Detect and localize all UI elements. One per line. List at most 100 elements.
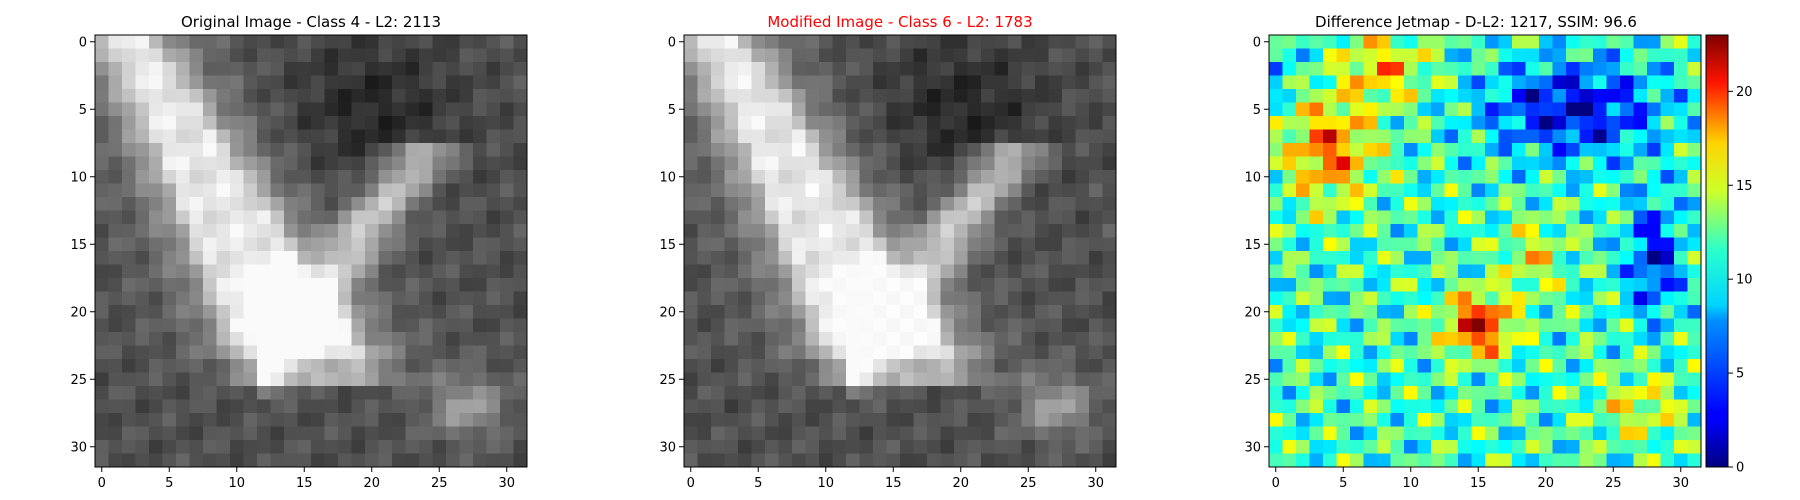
heatmap-cell [1390, 291, 1405, 306]
heatmap-cell [405, 426, 420, 441]
heatmap-cell [351, 426, 366, 441]
y-tick-label: 25 [659, 373, 676, 388]
heatmap-cell [203, 102, 217, 117]
heatmap-cell [311, 75, 325, 90]
heatmap-cell [338, 251, 352, 265]
heatmap-cell [819, 318, 833, 333]
heatmap-cell [738, 399, 752, 414]
heatmap-cell [1008, 156, 1022, 171]
heatmap-cell [967, 372, 982, 387]
heatmap-cell [1404, 48, 1418, 63]
heatmap-cell [216, 318, 231, 333]
heatmap-cell [1579, 143, 1594, 157]
heatmap-cell [1404, 318, 1418, 333]
heatmap-cell [981, 143, 995, 157]
heatmap-cell [697, 75, 712, 90]
heatmap-cell [1089, 359, 1103, 373]
heatmap-cell [751, 237, 766, 252]
heatmap-cell [738, 291, 752, 306]
heatmap-cell [513, 372, 528, 387]
heatmap-cell [1566, 89, 1580, 103]
heatmap-cell [981, 318, 995, 333]
heatmap-cell [724, 426, 739, 441]
x-tick-label: 5 [165, 476, 173, 491]
heatmap-cell [873, 170, 887, 184]
heatmap-cell [1390, 305, 1405, 319]
heatmap-cell [1021, 440, 1036, 454]
heatmap-cell [162, 413, 177, 427]
heatmap-cell [967, 129, 982, 144]
heatmap-cell [473, 75, 487, 90]
heatmap-cell [1296, 102, 1310, 117]
heatmap-cell [1579, 291, 1594, 306]
heatmap-cell [832, 345, 847, 360]
heatmap-cell [1062, 345, 1076, 360]
heatmap-cell [1336, 170, 1351, 184]
heatmap-cell [900, 129, 914, 144]
heatmap-cell [994, 291, 1009, 306]
heatmap-cell [311, 48, 325, 63]
heatmap-cell [486, 116, 501, 130]
heatmap-cell [1336, 413, 1351, 427]
heatmap-cell [832, 237, 847, 252]
heatmap-cell [805, 48, 820, 63]
x-axis-difference: 0 5 10 15 20 25 30 [1272, 467, 1689, 491]
heatmap-cell [1498, 102, 1513, 117]
heatmap-cell [162, 75, 177, 90]
heatmap-cell [792, 413, 806, 427]
heatmap-cell [230, 386, 244, 400]
heatmap-cell [1363, 143, 1378, 157]
heatmap-cell [1404, 237, 1418, 252]
heatmap-cell [1048, 102, 1063, 117]
heatmap-cell [927, 62, 941, 76]
heatmap-cell [805, 413, 820, 427]
heatmap-cell [967, 426, 982, 441]
heatmap-cell [913, 89, 928, 103]
heatmap-cell [122, 399, 136, 414]
heatmap-cell [1444, 440, 1459, 454]
heatmap-cell [900, 143, 914, 157]
heatmap-cell [994, 116, 1009, 130]
heatmap-cell [1048, 170, 1063, 184]
heatmap-cell [1048, 251, 1063, 265]
heatmap-cell [392, 62, 406, 76]
heatmap-cell [446, 372, 460, 387]
heatmap-cell [1431, 399, 1445, 414]
heatmap-cell [405, 197, 420, 211]
heatmap-cell [473, 156, 487, 171]
heatmap-cell [230, 372, 244, 387]
heatmap-cell [297, 48, 312, 63]
heatmap-cell [284, 453, 298, 468]
heatmap-cell [1417, 183, 1432, 198]
heatmap-cell [792, 237, 806, 252]
heatmap-cell [1633, 251, 1648, 265]
heatmap-cell [1647, 413, 1661, 427]
heatmap-cell [257, 197, 271, 211]
heatmap-cell [738, 318, 752, 333]
heatmap-cell [697, 332, 712, 346]
heatmap-cell [513, 386, 528, 400]
heatmap-cell [994, 48, 1009, 63]
heatmap-cell [1593, 278, 1607, 292]
heatmap-cell [122, 345, 136, 360]
heatmap-cell [405, 318, 420, 333]
heatmap-cell [738, 426, 752, 441]
heatmap-cell [1269, 386, 1283, 400]
heatmap-cell [859, 426, 874, 441]
x-tick-label: 30 [1087, 476, 1104, 491]
heatmap-cell [805, 264, 820, 279]
heatmap-cell [859, 413, 874, 427]
heatmap-cell [697, 197, 712, 211]
heatmap-cell [1336, 251, 1351, 265]
heatmap-cell [1579, 426, 1594, 441]
heatmap-cell [1390, 440, 1405, 454]
heatmap-cell [981, 183, 995, 198]
heatmap-cell [994, 183, 1009, 198]
heatmap-cell [473, 440, 487, 454]
heatmap-cell [994, 75, 1009, 90]
heatmap-cell [1048, 210, 1063, 225]
heatmap-cell [981, 48, 995, 63]
heatmap-cell [378, 318, 393, 333]
heatmap-cell [913, 75, 928, 90]
